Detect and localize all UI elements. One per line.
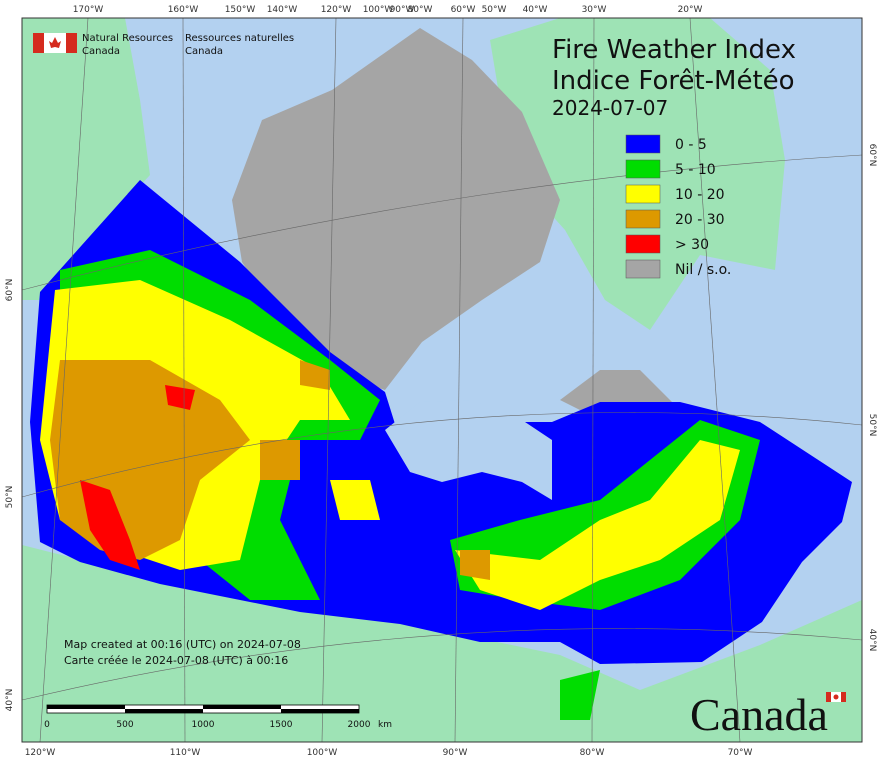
note: Map created at 00:16 (UTC) on 2024-07-08 <box>64 638 301 651</box>
legend-label: 10 - 20 <box>675 187 725 203</box>
legend-swatch <box>625 159 661 179</box>
canada-wordmark: Canada <box>690 689 846 740</box>
date: 2024-07-07 <box>552 96 668 120</box>
legend-swatch <box>625 234 661 254</box>
scale-tick-label: 0 <box>44 720 50 730</box>
title: Fire Weather Index <box>552 35 796 65</box>
top-label: 140°W <box>267 5 298 15</box>
top-label: 30°W <box>582 5 607 15</box>
nrcan-logo <box>33 33 77 53</box>
alaska <box>22 18 150 300</box>
top-label: 120°W <box>321 5 352 15</box>
wordmark: Canada <box>690 689 828 740</box>
org-fr: Ressources naturelles <box>185 33 294 44</box>
fwi-yellow <box>40 280 740 610</box>
top-label: 80°W <box>408 5 433 15</box>
left-label: 60°N <box>5 279 15 302</box>
left-label: 40°N <box>5 689 15 712</box>
scale-unit: km <box>378 720 392 730</box>
top-label: 50°W <box>482 5 507 15</box>
usa <box>22 545 862 742</box>
frame <box>21 17 863 743</box>
scale-bar: 0 500 1000 1500 2000 km <box>44 704 392 730</box>
graticule <box>22 18 862 742</box>
legend-label: 20 - 30 <box>675 212 725 228</box>
bottom-label: 80°W <box>580 748 605 758</box>
org-en: Natural Resources <box>82 33 173 44</box>
legend-swatch <box>625 259 661 279</box>
fwi-orange <box>50 360 490 580</box>
left-label: 50°N <box>5 486 15 509</box>
top-label: 20°W <box>678 5 703 15</box>
legend: 0 - 5 5 - 10 10 - 20 20 - 30 > 30 Nil / s.o. <box>625 134 731 279</box>
legend-swatch <box>625 184 661 204</box>
title: Indice Forêt-Météo <box>552 66 795 96</box>
fwi-red <box>80 385 195 570</box>
right-label: 60°N <box>867 144 877 167</box>
top-label: 150°W <box>225 5 256 15</box>
header: Natural Resources Canada Ressources natu… <box>82 33 294 57</box>
bottom-label: 110°W <box>170 748 201 758</box>
scale-tick-label: 2000 <box>348 720 371 730</box>
bottom-label: 90°W <box>443 748 468 758</box>
org-en: Canada <box>82 46 120 57</box>
legend-label: 5 - 10 <box>675 162 716 178</box>
legend-label: 0 - 5 <box>675 137 707 153</box>
scale-tick-label: 500 <box>116 720 133 730</box>
scale-tick-label: 1000 <box>192 720 215 730</box>
legend-label: > 30 <box>675 237 709 253</box>
legend-swatch <box>625 209 661 229</box>
bottom-label: 100°W <box>307 748 338 758</box>
legend-label: Nil / s.o. <box>675 262 731 278</box>
right-label: 40°N <box>867 629 877 652</box>
bottom-label: 120°W <box>25 748 56 758</box>
notes: Map created at 00:16 (UTC) on 2024-07-08… <box>64 638 301 667</box>
bottom-label: 70°W <box>728 748 753 758</box>
right-label: 50°N <box>867 414 877 437</box>
note: Carte créée le 2024-07-08 (UTC) à 00:16 <box>64 654 288 667</box>
graticule-labels: 170°W 160°W 150°W 140°W 120°W 100°W90°W80°W 60… <box>5 5 877 758</box>
basemap <box>22 18 862 742</box>
top-label: 170°W <box>73 5 104 15</box>
top-label: 40°W <box>523 5 548 15</box>
top-label: 160°W <box>168 5 199 15</box>
org-fr: Canada <box>185 46 223 57</box>
top-label: 60°W <box>451 5 476 15</box>
top-label: 100°W <box>363 5 394 15</box>
hudson-bay <box>385 400 552 500</box>
legend-swatch <box>625 134 661 154</box>
top-label: 90°W <box>390 5 415 15</box>
scale-tick-label: 1500 <box>270 720 293 730</box>
